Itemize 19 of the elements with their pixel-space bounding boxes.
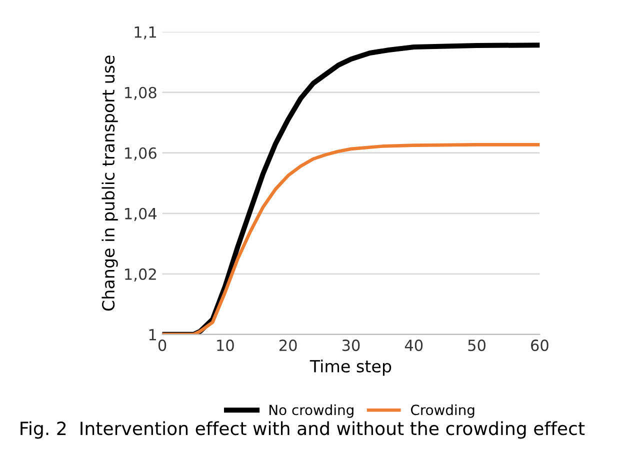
x-tick-label: 60: [531, 340, 548, 352]
line-series: [162, 143, 540, 334]
x-tick-label: 20: [279, 340, 297, 352]
x-axis-title: Time step: [310, 360, 392, 376]
x-tick-label: 40: [404, 340, 423, 352]
y-tick-label: 1,08: [125, 86, 156, 100]
x-tick-label: 50: [468, 340, 486, 352]
x-tick-label: 10: [217, 340, 234, 352]
x-tick-label: 30: [342, 340, 360, 352]
legend-label: Crowding: [410, 404, 474, 418]
legend-label: No crowding: [270, 404, 354, 418]
caption: Fig. 2 Intervention effect with and without the crowding effect: [20, 421, 585, 439]
x-tick-label: 0: [158, 340, 166, 352]
y-tick-label: 1: [149, 329, 156, 340]
y-tick-label: 1,04: [125, 208, 157, 221]
y-tick-label: 1,1: [134, 26, 156, 40]
y-tick-label: 1,02: [125, 268, 156, 282]
y-tick-label: 1,06: [125, 147, 156, 160]
y-axis-title: Change in public transport use: [102, 56, 118, 311]
